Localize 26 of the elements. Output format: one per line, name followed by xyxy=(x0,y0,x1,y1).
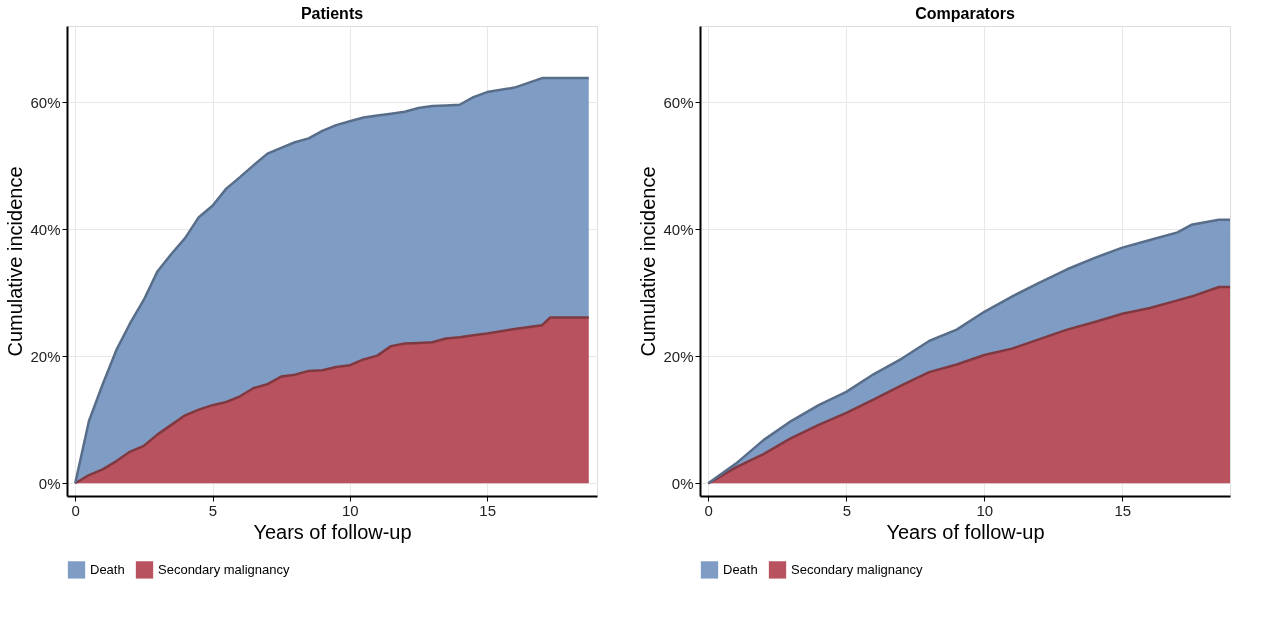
legend-label: Death xyxy=(723,561,758,577)
chart-title: Patients xyxy=(300,5,364,22)
y-axis-title: Cumulative incidence xyxy=(4,166,27,357)
x-tick-label: 10 xyxy=(976,501,994,519)
y-tick-label: 60% xyxy=(663,93,694,111)
x-tick-label: 5 xyxy=(842,501,851,519)
y-tick-label: 60% xyxy=(30,93,61,111)
y-tick-label: 40% xyxy=(30,220,61,238)
x-tick-label: 15 xyxy=(1114,501,1132,519)
x-axis-title: Years of follow-up xyxy=(886,520,1045,543)
y-tick-label: 0% xyxy=(671,474,694,492)
legend-label: Secondary malignancy xyxy=(791,561,924,577)
x-tick-label: 15 xyxy=(479,501,496,519)
legend-label: Death xyxy=(90,561,125,577)
x-tick-label: 0 xyxy=(71,501,80,519)
chart-title: Comparators xyxy=(915,5,1015,22)
x-tick-label: 10 xyxy=(342,501,359,519)
x-tick-label: 5 xyxy=(208,501,218,519)
legend-label: Secondary malignancy xyxy=(158,561,291,577)
y-tick-label: 20% xyxy=(30,347,61,365)
y-tick-label: 40% xyxy=(663,220,694,238)
y-tick-label: 20% xyxy=(663,347,694,365)
x-tick-label: 0 xyxy=(704,501,713,519)
x-axis-title: Years of follow-up xyxy=(253,520,412,543)
y-axis-title: Cumulative incidence xyxy=(637,166,660,357)
y-tick-label: 0% xyxy=(38,474,61,492)
